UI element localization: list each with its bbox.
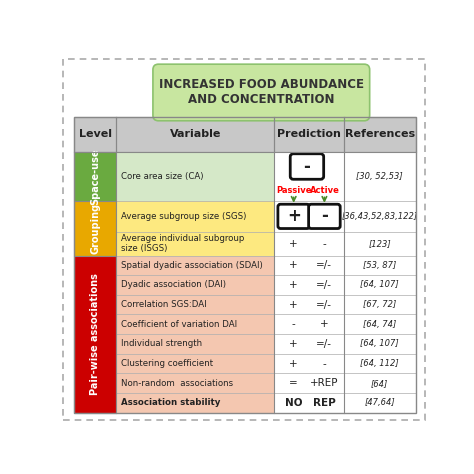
Bar: [344, 374, 416, 393]
Text: Level: Level: [79, 129, 111, 139]
Text: =/-: =/-: [317, 260, 332, 270]
Bar: [274, 152, 344, 201]
Text: INCREASED FOOD ABUNDANCE
AND CONCENTRATION: INCREASED FOOD ABUNDANCE AND CONCENTRATI…: [159, 79, 364, 107]
Text: Pair-wise associations: Pair-wise associations: [90, 273, 100, 395]
Text: [36,43,52,83,122]: [36,43,52,83,122]: [342, 212, 418, 221]
Text: =/-: =/-: [317, 339, 332, 349]
Bar: [274, 354, 344, 374]
Text: +: +: [287, 208, 301, 225]
Text: Non-random  associations: Non-random associations: [120, 379, 233, 388]
Bar: [274, 295, 344, 314]
Text: Average individual subgroup
size (ISGS): Average individual subgroup size (ISGS): [120, 234, 244, 254]
Text: +: +: [290, 239, 298, 249]
Bar: [344, 295, 416, 314]
Text: Spatial dyadic association (SDAI): Spatial dyadic association (SDAI): [120, 261, 262, 270]
Text: +: +: [290, 260, 298, 270]
Text: Clustering coefficient: Clustering coefficient: [120, 359, 213, 368]
Bar: [274, 374, 344, 393]
Text: [64, 107]: [64, 107]: [360, 339, 399, 348]
Text: [123]: [123]: [368, 239, 391, 248]
Text: Correlation SGS:DAI: Correlation SGS:DAI: [120, 300, 206, 309]
Text: [30, 52,53]: [30, 52,53]: [356, 172, 403, 181]
FancyBboxPatch shape: [278, 204, 310, 228]
Bar: [344, 201, 416, 232]
Bar: [344, 354, 416, 374]
Text: Coefficient of variation DAI: Coefficient of variation DAI: [120, 320, 237, 329]
Bar: [344, 314, 416, 334]
Bar: [116, 232, 274, 255]
Text: [64, 74]: [64, 74]: [363, 320, 396, 329]
Bar: [274, 334, 344, 354]
Text: -: -: [321, 208, 328, 225]
Text: +: +: [290, 339, 298, 349]
Text: [64, 107]: [64, 107]: [360, 281, 399, 290]
Bar: [344, 275, 416, 295]
Text: Prediction: Prediction: [277, 129, 341, 139]
Text: -: -: [322, 239, 326, 249]
Bar: [344, 255, 416, 275]
Bar: [274, 201, 344, 232]
Text: =/-: =/-: [317, 280, 332, 290]
Text: +REP: +REP: [310, 378, 338, 388]
Text: Passive: Passive: [276, 186, 311, 195]
Text: +: +: [320, 319, 328, 329]
Bar: [74, 201, 116, 255]
Bar: [116, 295, 274, 314]
Text: Variable: Variable: [170, 129, 221, 139]
Text: +: +: [290, 280, 298, 290]
FancyBboxPatch shape: [153, 64, 370, 121]
Bar: [274, 255, 344, 275]
Text: REP: REP: [313, 398, 336, 408]
Bar: [116, 275, 274, 295]
Text: [53, 87]: [53, 87]: [363, 261, 396, 270]
Bar: [74, 152, 116, 201]
Bar: [116, 152, 274, 201]
Text: =/-: =/-: [317, 300, 332, 310]
Bar: [116, 393, 274, 413]
Bar: [344, 393, 416, 413]
Bar: [74, 117, 416, 413]
Text: [67, 72]: [67, 72]: [363, 300, 396, 309]
Bar: [116, 255, 274, 275]
Bar: [116, 354, 274, 374]
FancyBboxPatch shape: [309, 204, 340, 228]
Text: Average subgroup size (SGS): Average subgroup size (SGS): [120, 212, 246, 221]
FancyBboxPatch shape: [290, 154, 324, 179]
Bar: [116, 334, 274, 354]
Text: Space-use: Space-use: [90, 148, 100, 205]
Text: NO: NO: [285, 398, 302, 408]
Text: Core area size (CA): Core area size (CA): [120, 172, 203, 181]
Text: [47,64]: [47,64]: [365, 399, 395, 408]
Bar: [344, 334, 416, 354]
Text: =: =: [289, 378, 298, 388]
Bar: [344, 152, 416, 201]
Text: -: -: [322, 359, 326, 369]
Text: Active: Active: [310, 186, 339, 195]
Bar: [274, 275, 344, 295]
Bar: [116, 201, 274, 232]
Bar: [116, 314, 274, 334]
Bar: [74, 117, 416, 152]
Text: +: +: [290, 300, 298, 310]
Text: +: +: [290, 359, 298, 369]
Bar: [274, 232, 344, 255]
Text: -: -: [303, 157, 310, 175]
Bar: [74, 255, 116, 413]
Bar: [344, 232, 416, 255]
Bar: [274, 393, 344, 413]
Bar: [274, 314, 344, 334]
Text: [64, 112]: [64, 112]: [360, 359, 399, 368]
Text: Grouping: Grouping: [90, 203, 100, 254]
Text: Individual strength: Individual strength: [120, 339, 202, 348]
Bar: [116, 374, 274, 393]
Text: References: References: [345, 129, 415, 139]
Text: -: -: [292, 319, 296, 329]
Text: Association stability: Association stability: [120, 399, 220, 408]
Text: [64]: [64]: [371, 379, 388, 388]
Text: Dyadic association (DAI): Dyadic association (DAI): [120, 281, 226, 290]
